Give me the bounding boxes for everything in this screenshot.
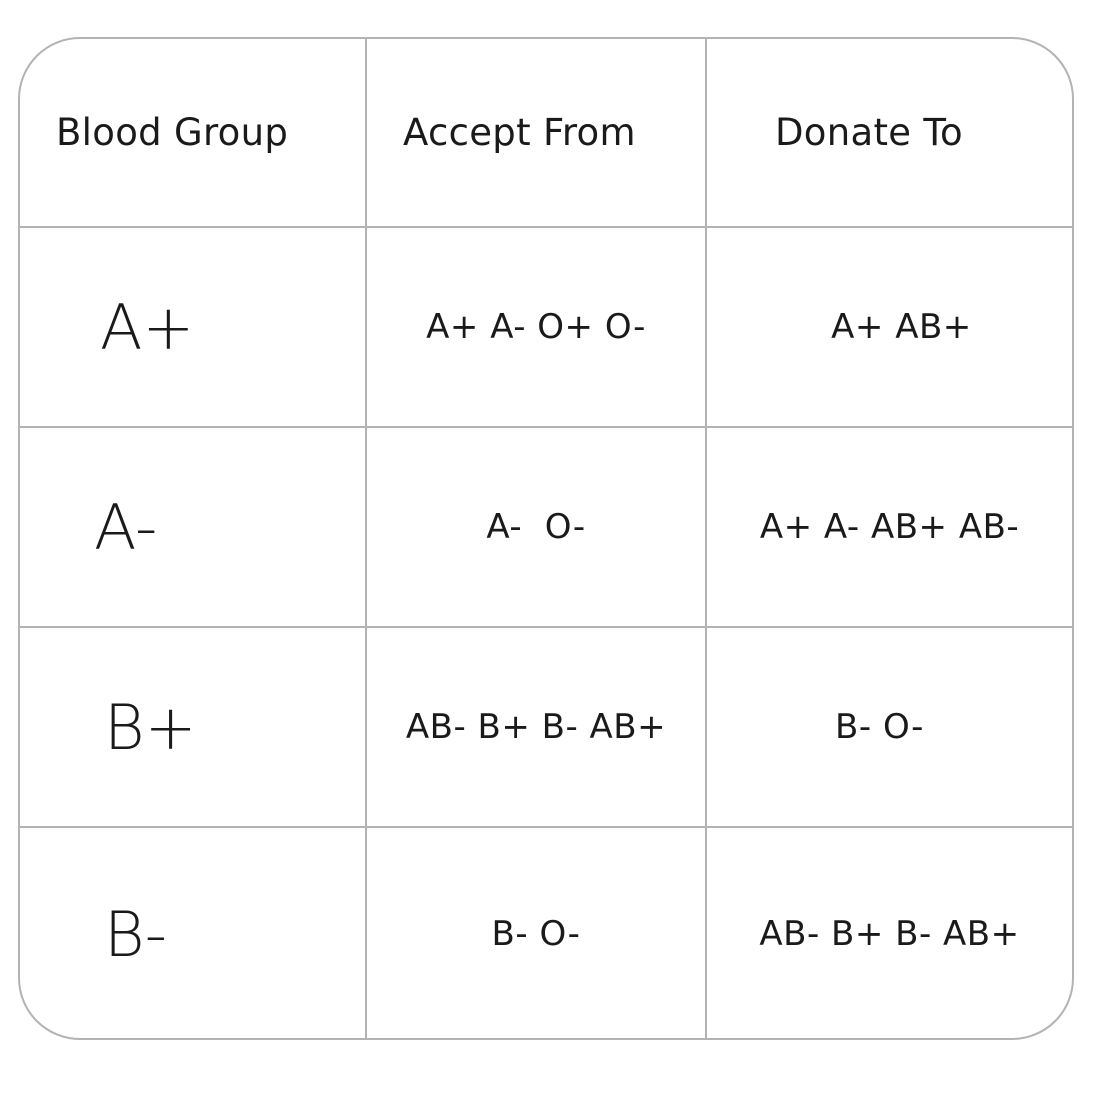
header-blood-group: Blood Group — [20, 39, 367, 228]
header-accept-from: Accept From — [365, 39, 707, 228]
table-row: B+ AB- B+ B- AB+ B- O- — [20, 626, 1072, 828]
blood-compatibility-table: Blood Group Accept From Donate To A+ A+ … — [18, 37, 1074, 1040]
blood-group-cell: A+ — [20, 226, 367, 428]
donate-to-cell: B- O- — [705, 626, 1072, 828]
blood-group-cell: A- — [20, 426, 367, 628]
donate-to-cell: AB- B+ B- AB+ — [705, 826, 1072, 1038]
table-row: B- B- O- AB- B+ B- AB+ — [20, 826, 1072, 1038]
table-header-row: Blood Group Accept From Donate To — [20, 39, 1072, 228]
donate-to-cell: A+ A- AB+ AB- — [705, 426, 1072, 628]
header-donate-to: Donate To — [705, 39, 1072, 228]
table-grid: Blood Group Accept From Donate To A+ A+ … — [20, 39, 1072, 1038]
blood-group-cell: B+ — [20, 626, 367, 828]
table-row: A- A- O- A+ A- AB+ AB- — [20, 426, 1072, 628]
accept-from-cell: A+ A- O+ O- — [365, 226, 707, 428]
accept-from-cell: B- O- — [365, 826, 707, 1038]
donate-to-cell: A+ AB+ — [705, 226, 1072, 428]
table-row: A+ A+ A- O+ O- A+ AB+ — [20, 226, 1072, 428]
blood-group-cell: B- — [20, 826, 367, 1038]
accept-from-cell: AB- B+ B- AB+ — [365, 626, 707, 828]
accept-from-cell: A- O- — [365, 426, 707, 628]
